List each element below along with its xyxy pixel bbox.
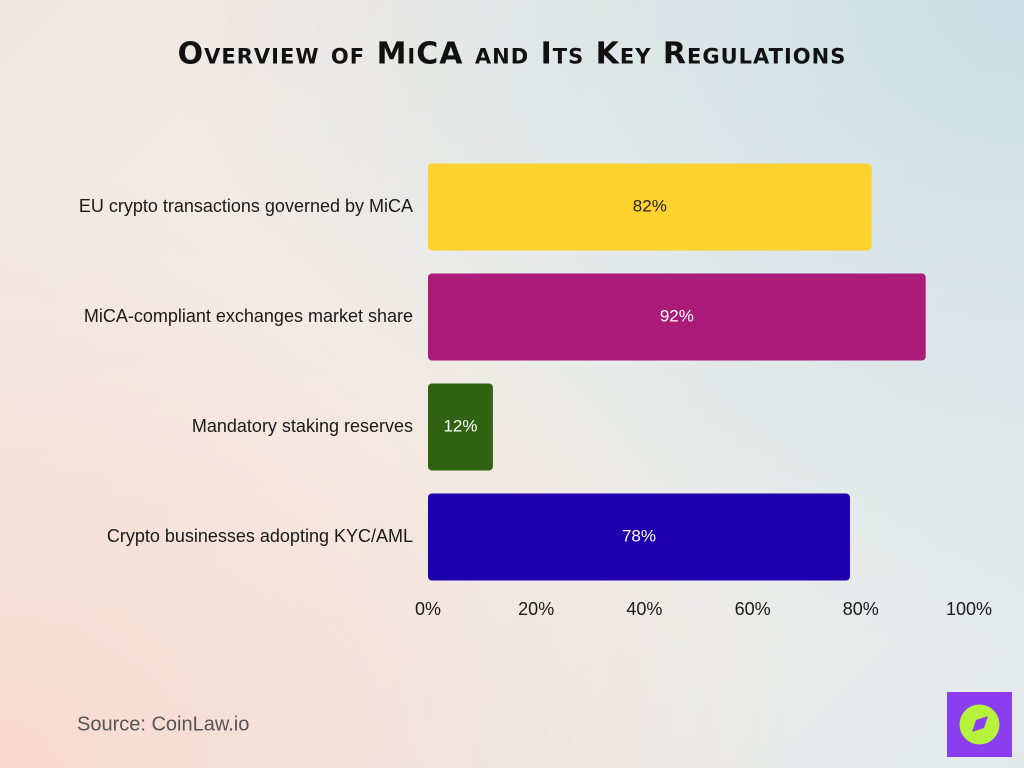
- bar: [428, 163, 872, 251]
- value-label: 92%: [660, 306, 694, 325]
- x-tick-label: 60%: [735, 599, 771, 619]
- value-label: 12%: [443, 416, 477, 435]
- chart-title: Overview of MiCA and Its Key Regulations: [178, 37, 847, 72]
- category-label: Crypto businesses adopting KYC/AML: [107, 526, 413, 546]
- x-tick-label: 20%: [518, 599, 554, 619]
- category-label: EU crypto transactions governed by MiCA: [79, 196, 413, 216]
- x-tick-label: 0%: [415, 599, 441, 619]
- value-label: 82%: [633, 196, 667, 215]
- x-tick-label: 80%: [843, 599, 879, 619]
- bar: [428, 493, 850, 581]
- value-label: 78%: [622, 526, 656, 545]
- x-tick-label: 100%: [946, 599, 992, 619]
- logo: [947, 692, 1012, 757]
- source: Source: CoinLaw.io: [77, 713, 249, 735]
- category-label: Mandatory staking reserves: [192, 416, 413, 436]
- x-tick-label: 40%: [626, 599, 662, 619]
- category-label: MiCA-compliant exchanges market share: [84, 306, 413, 326]
- bar: [428, 273, 926, 361]
- bar: [428, 383, 493, 471]
